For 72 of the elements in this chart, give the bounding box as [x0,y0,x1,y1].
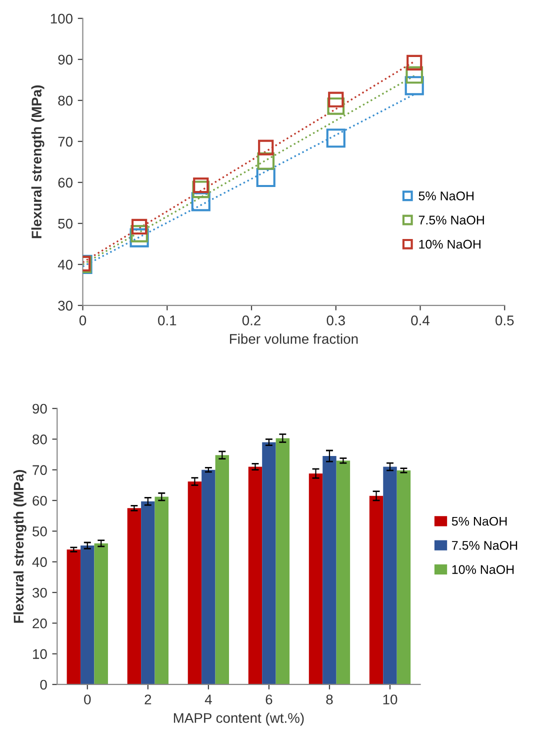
point [328,92,344,108]
x-tick-label: 0.5 [496,316,514,326]
bar [154,496,168,684]
bar [66,550,81,684]
x-tick-label: 6 [266,694,272,704]
bar [276,438,290,684]
y-tick-label: 30 [58,300,73,311]
point [257,152,275,170]
y-tick-label: 50 [58,218,73,229]
bar [80,546,94,684]
y-tick-label: 0 [40,680,47,690]
bar [322,456,336,684]
point [193,177,209,194]
y-tick-label: 60 [32,496,47,506]
bar [127,508,142,684]
point [404,76,424,96]
y-tick-label: 60 [58,178,73,188]
point [191,192,210,212]
bar [262,442,276,684]
bar [369,496,384,684]
point [131,218,148,235]
x-tick-label: 0 [79,316,86,326]
point [258,140,274,156]
bar [94,543,108,684]
y-axis-title: Flexural strength (MPa) [31,85,44,238]
point [406,66,424,84]
legend-label: 5% NaOH [452,516,507,526]
legend-label: 7.5% NaOH [452,540,518,550]
bar [383,466,397,684]
y-tick-label: 50 [32,526,47,536]
bar [336,460,350,684]
point [406,54,422,70]
y-tick-label: 80 [32,434,47,444]
point [327,97,345,115]
y-tick-label: 90 [58,54,73,65]
x-tick-label: 4 [204,694,212,704]
y-axis-title: Flexural strength (MPa) [13,470,26,623]
x-tick-label: 2 [144,694,152,704]
bar [188,481,202,684]
point [326,128,346,148]
bar [248,466,262,684]
x-tick-label: 0 [84,694,91,704]
point [130,228,149,248]
legend-label: 10% NaOH [452,565,514,574]
x-tick-label: 0.2 [242,316,260,326]
y-tick-label: 40 [32,557,47,567]
x-tick-label: 10 [383,694,398,704]
legend-label: 5% NaOH [418,192,474,200]
bar [308,473,323,684]
legend-label: 10% NaOH [419,240,480,249]
y-tick-label: 100 [50,14,73,24]
x-tick-label: 8 [326,694,333,704]
y-tick-label: 70 [58,136,73,147]
y-tick-label: 40 [58,260,73,270]
point [130,224,148,242]
x-tick-label: 0.3 [326,316,345,326]
bar [215,455,230,684]
y-tick-label: 80 [58,96,73,106]
x-axis-title: MAPP content (wt.%) [174,712,304,726]
y-tick-label: 30 [32,588,47,598]
legend-label: 7.5% NaOH [418,216,484,225]
point [192,180,210,198]
x-tick-label: 0.4 [411,316,430,326]
y-tick-label: 70 [32,465,47,475]
bar [396,470,411,684]
x-tick-label: 0.1 [158,316,176,326]
y-tick-label: 10 [33,649,47,659]
y-tick-label: 20 [32,618,47,628]
bar [202,470,216,684]
bar [141,501,155,684]
x-axis-title: Fiber volume fraction [230,334,358,344]
y-tick-label: 90 [32,404,47,414]
